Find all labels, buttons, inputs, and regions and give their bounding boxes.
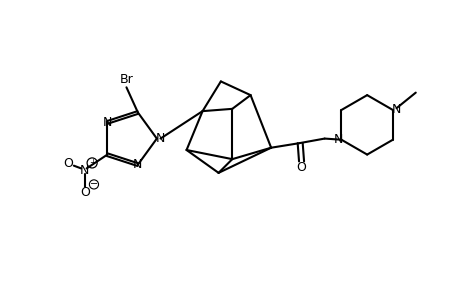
Text: O: O — [63, 157, 73, 170]
Text: N: N — [391, 103, 400, 116]
Text: N: N — [155, 132, 164, 145]
Text: N: N — [333, 133, 342, 146]
Text: −: − — [90, 179, 98, 189]
Text: N: N — [133, 158, 142, 171]
Text: N: N — [102, 116, 112, 129]
Text: O: O — [80, 186, 90, 199]
Text: N: N — [80, 164, 90, 177]
Text: +: + — [89, 158, 95, 167]
Text: Br: Br — [119, 73, 133, 86]
Text: O: O — [296, 161, 306, 174]
